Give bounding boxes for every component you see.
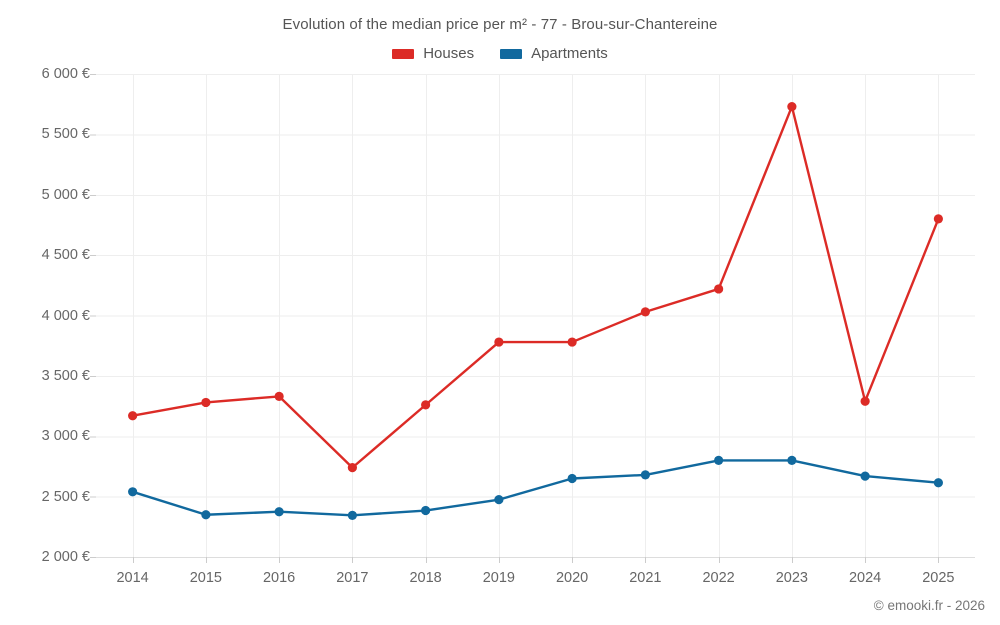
y-tick-label: 4 000 € xyxy=(41,307,90,324)
data-point-apartments-2014[interactable] xyxy=(128,487,138,497)
x-tick-label-2021: 2021 xyxy=(629,570,662,586)
legend-label-houses: Houses xyxy=(423,45,475,62)
data-point-apartments-2022[interactable] xyxy=(714,455,724,465)
data-point-apartments-2017[interactable] xyxy=(347,510,357,520)
data-point-houses-2015[interactable] xyxy=(201,397,211,408)
data-point-houses-2014[interactable] xyxy=(128,411,138,421)
x-tick-label-2014: 2014 xyxy=(116,570,149,586)
series-line-apartments xyxy=(131,459,940,517)
chart-legend: Houses Apartments xyxy=(0,45,1000,62)
x-tick-label-2025: 2025 xyxy=(922,570,955,586)
x-tick-label-2022: 2022 xyxy=(702,570,735,586)
data-point-houses-2021[interactable] xyxy=(640,307,650,317)
x-tick-label-2018: 2018 xyxy=(409,570,442,586)
series-line-houses xyxy=(131,105,940,469)
data-point-apartments-2023[interactable] xyxy=(787,455,797,465)
data-point-houses-2022[interactable] xyxy=(714,284,724,294)
legend-label-apartments: Apartments xyxy=(531,45,608,62)
x-tick-label-2015: 2015 xyxy=(189,570,223,586)
data-point-apartments-2018[interactable] xyxy=(421,505,431,516)
data-point-apartments-2020[interactable] xyxy=(567,473,577,484)
y-tick-label: 5 500 € xyxy=(41,126,90,143)
page-title: Evolution of the median price per m² - 7… xyxy=(282,16,718,33)
copyright-credit: © emooki.fr - 2026 xyxy=(873,598,985,613)
data-point-houses-2016[interactable] xyxy=(274,391,284,401)
data-point-houses-2023[interactable] xyxy=(787,102,797,112)
data-point-apartments-2015[interactable] xyxy=(201,510,211,520)
x-tick-label-2017: 2017 xyxy=(336,570,369,586)
legend-swatch-icon xyxy=(500,48,523,59)
data-point-houses-2020[interactable] xyxy=(567,337,577,347)
data-point-apartments-2016[interactable] xyxy=(274,507,284,517)
y-tick-label: 2 000 € xyxy=(41,549,90,565)
x-tick-label-2020: 2020 xyxy=(555,570,589,586)
legend-swatch-icon xyxy=(392,48,415,59)
data-point-houses-2018[interactable] xyxy=(421,400,431,410)
y-tick-label: 2 500 € xyxy=(41,488,90,505)
x-tick-label-2019: 2019 xyxy=(482,570,516,586)
data-point-apartments-2021[interactable] xyxy=(640,470,650,480)
legend-item-houses[interactable]: Houses xyxy=(392,45,474,62)
data-point-houses-2025[interactable] xyxy=(933,214,943,224)
y-tick-label: 4 500 € xyxy=(41,247,90,264)
y-tick-label: 6 000 € xyxy=(41,66,90,82)
x-tick-label-2024: 2024 xyxy=(848,570,882,586)
y-tick-label: 3 500 € xyxy=(41,367,90,384)
data-point-houses-2019[interactable] xyxy=(494,337,504,347)
y-tick-label: 5 000 € xyxy=(41,186,90,203)
x-tick-label-2023: 2023 xyxy=(775,570,809,586)
y-tick-label: 3 000 € xyxy=(41,428,90,445)
legend-item-apartments[interactable]: Apartments xyxy=(500,45,608,62)
x-tick-label-2016: 2016 xyxy=(262,570,296,586)
data-point-houses-2024[interactable] xyxy=(860,396,870,406)
data-point-apartments-2019[interactable] xyxy=(494,495,504,505)
data-point-houses-2017[interactable] xyxy=(347,463,357,473)
data-point-apartments-2024[interactable] xyxy=(860,471,870,481)
data-point-apartments-2025[interactable] xyxy=(933,478,943,488)
